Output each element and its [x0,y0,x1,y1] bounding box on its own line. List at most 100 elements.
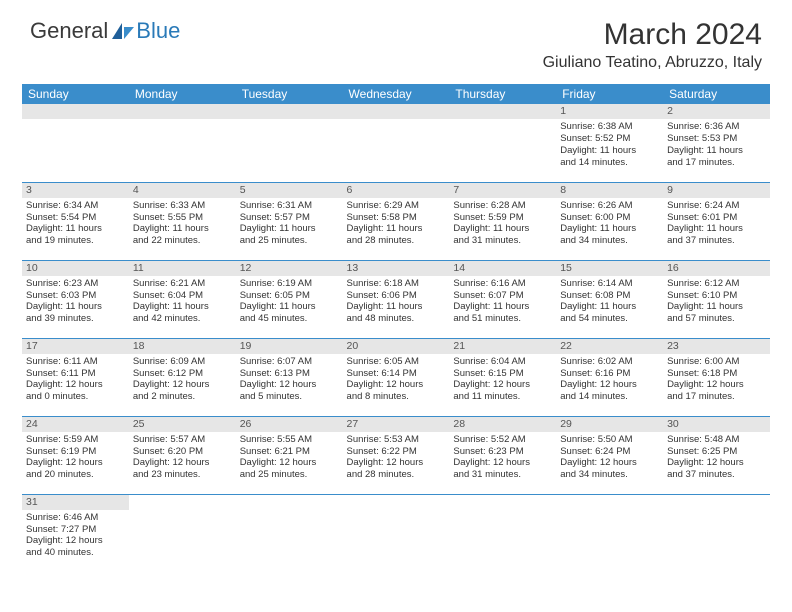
day-number: 2 [663,104,770,119]
daylight-text-1: Daylight: 12 hours [560,457,659,469]
calendar-day-cell: 24Sunrise: 5:59 AMSunset: 6:19 PMDayligh… [22,416,129,494]
weekday-header: Thursday [449,84,556,104]
weekday-header: Friday [556,84,663,104]
calendar-day-cell: 6Sunrise: 6:29 AMSunset: 5:58 PMDaylight… [343,182,450,260]
day-details: Sunrise: 5:48 AMSunset: 6:25 PMDaylight:… [663,432,770,484]
day-number: 29 [556,417,663,432]
calendar-day-cell: 2Sunrise: 6:36 AMSunset: 5:53 PMDaylight… [663,104,770,182]
calendar-day-cell: 27Sunrise: 5:53 AMSunset: 6:22 PMDayligh… [343,416,450,494]
weekday-header: Saturday [663,84,770,104]
day-number: 14 [449,261,556,276]
calendar-day-cell [129,494,236,572]
calendar-day-cell: 13Sunrise: 6:18 AMSunset: 6:06 PMDayligh… [343,260,450,338]
sunrise-text: Sunrise: 6:26 AM [560,200,659,212]
calendar-day-cell [449,494,556,572]
day-details: Sunrise: 6:09 AMSunset: 6:12 PMDaylight:… [129,354,236,406]
daylight-text-2: and 17 minutes. [667,157,766,169]
calendar-week-row: 10Sunrise: 6:23 AMSunset: 6:03 PMDayligh… [22,260,770,338]
logo-text-blue: Blue [136,18,180,44]
calendar-day-cell: 19Sunrise: 6:07 AMSunset: 6:13 PMDayligh… [236,338,343,416]
calendar-day-cell: 10Sunrise: 6:23 AMSunset: 6:03 PMDayligh… [22,260,129,338]
daylight-text-2: and 14 minutes. [560,391,659,403]
weekday-header: Wednesday [343,84,450,104]
daylight-text-1: Daylight: 12 hours [560,379,659,391]
sunset-text: Sunset: 6:01 PM [667,212,766,224]
calendar-week-row: 17Sunrise: 6:11 AMSunset: 6:11 PMDayligh… [22,338,770,416]
sunset-text: Sunset: 6:25 PM [667,446,766,458]
day-details: Sunrise: 6:23 AMSunset: 6:03 PMDaylight:… [22,276,129,328]
day-number: 8 [556,183,663,198]
daylight-text-1: Daylight: 12 hours [667,457,766,469]
sunset-text: Sunset: 6:14 PM [347,368,446,380]
calendar-day-cell: 3Sunrise: 6:34 AMSunset: 5:54 PMDaylight… [22,182,129,260]
day-number: 20 [343,339,450,354]
daylight-text-2: and 19 minutes. [26,235,125,247]
daylight-text-2: and 23 minutes. [133,469,232,481]
sunrise-text: Sunrise: 6:02 AM [560,356,659,368]
calendar-day-cell: 23Sunrise: 6:00 AMSunset: 6:18 PMDayligh… [663,338,770,416]
sunrise-text: Sunrise: 5:53 AM [347,434,446,446]
day-number: 31 [22,495,129,510]
sunset-text: Sunset: 6:20 PM [133,446,232,458]
calendar-day-cell: 1Sunrise: 6:38 AMSunset: 5:52 PMDaylight… [556,104,663,182]
sunrise-text: Sunrise: 6:19 AM [240,278,339,290]
calendar-day-cell: 25Sunrise: 5:57 AMSunset: 6:20 PMDayligh… [129,416,236,494]
sunrise-text: Sunrise: 5:48 AM [667,434,766,446]
sunrise-text: Sunrise: 6:18 AM [347,278,446,290]
day-number: 1 [556,104,663,119]
sunrise-text: Sunrise: 6:14 AM [560,278,659,290]
sunrise-text: Sunrise: 6:34 AM [26,200,125,212]
calendar-week-row: 31Sunrise: 6:46 AMSunset: 7:27 PMDayligh… [22,494,770,572]
daylight-text-2: and 5 minutes. [240,391,339,403]
header: General Blue March 2024 Giuliano Teatino… [0,0,792,76]
day-details: Sunrise: 5:50 AMSunset: 6:24 PMDaylight:… [556,432,663,484]
daylight-text-1: Daylight: 11 hours [560,223,659,235]
calendar-day-cell: 5Sunrise: 6:31 AMSunset: 5:57 PMDaylight… [236,182,343,260]
calendar-day-cell: 17Sunrise: 6:11 AMSunset: 6:11 PMDayligh… [22,338,129,416]
day-details: Sunrise: 6:31 AMSunset: 5:57 PMDaylight:… [236,198,343,250]
calendar-table: Sunday Monday Tuesday Wednesday Thursday… [22,84,770,572]
day-details: Sunrise: 6:07 AMSunset: 6:13 PMDaylight:… [236,354,343,406]
calendar-body: 1Sunrise: 6:38 AMSunset: 5:52 PMDaylight… [22,104,770,572]
sunset-text: Sunset: 6:19 PM [26,446,125,458]
daylight-text-2: and 28 minutes. [347,469,446,481]
sunset-text: Sunset: 6:18 PM [667,368,766,380]
calendar-day-cell: 22Sunrise: 6:02 AMSunset: 6:16 PMDayligh… [556,338,663,416]
calendar-day-cell: 14Sunrise: 6:16 AMSunset: 6:07 PMDayligh… [449,260,556,338]
sunset-text: Sunset: 5:55 PM [133,212,232,224]
sunrise-text: Sunrise: 6:31 AM [240,200,339,212]
daylight-text-2: and 39 minutes. [26,313,125,325]
sunrise-text: Sunrise: 6:38 AM [560,121,659,133]
sunrise-text: Sunrise: 5:52 AM [453,434,552,446]
daylight-text-1: Daylight: 12 hours [26,457,125,469]
day-details: Sunrise: 6:21 AMSunset: 6:04 PMDaylight:… [129,276,236,328]
day-details: Sunrise: 6:00 AMSunset: 6:18 PMDaylight:… [663,354,770,406]
daylight-text-2: and 2 minutes. [133,391,232,403]
daylight-text-1: Daylight: 11 hours [347,301,446,313]
day-details: Sunrise: 6:19 AMSunset: 6:05 PMDaylight:… [236,276,343,328]
daylight-text-1: Daylight: 12 hours [453,457,552,469]
daylight-text-1: Daylight: 11 hours [133,223,232,235]
day-details: Sunrise: 6:16 AMSunset: 6:07 PMDaylight:… [449,276,556,328]
calendar-day-cell: 20Sunrise: 6:05 AMSunset: 6:14 PMDayligh… [343,338,450,416]
daylight-text-2: and 31 minutes. [453,469,552,481]
daylight-text-1: Daylight: 12 hours [133,379,232,391]
day-details: Sunrise: 6:28 AMSunset: 5:59 PMDaylight:… [449,198,556,250]
day-number: 17 [22,339,129,354]
calendar-day-cell: 30Sunrise: 5:48 AMSunset: 6:25 PMDayligh… [663,416,770,494]
day-details: Sunrise: 5:55 AMSunset: 6:21 PMDaylight:… [236,432,343,484]
weekday-header-row: Sunday Monday Tuesday Wednesday Thursday… [22,84,770,104]
daylight-text-2: and 11 minutes. [453,391,552,403]
sunset-text: Sunset: 6:21 PM [240,446,339,458]
day-details: Sunrise: 6:34 AMSunset: 5:54 PMDaylight:… [22,198,129,250]
daylight-text-1: Daylight: 12 hours [347,457,446,469]
weekday-header: Monday [129,84,236,104]
daylight-text-1: Daylight: 11 hours [560,301,659,313]
logo: General Blue [30,18,180,44]
daylight-text-1: Daylight: 12 hours [240,379,339,391]
day-number: 19 [236,339,343,354]
day-details: Sunrise: 6:29 AMSunset: 5:58 PMDaylight:… [343,198,450,250]
calendar-day-cell: 4Sunrise: 6:33 AMSunset: 5:55 PMDaylight… [129,182,236,260]
day-number: 6 [343,183,450,198]
calendar-week-row: 1Sunrise: 6:38 AMSunset: 5:52 PMDaylight… [22,104,770,182]
